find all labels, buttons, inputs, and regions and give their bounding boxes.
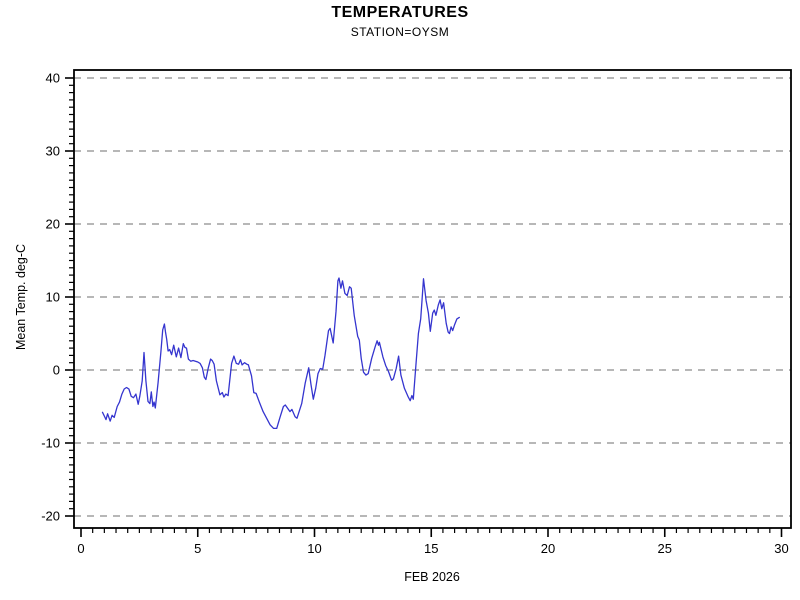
x-tick-label: 5 xyxy=(194,541,201,556)
x-tick-label: 10 xyxy=(307,541,321,556)
y-tick-label: 40 xyxy=(46,71,60,86)
y-tick-label: 10 xyxy=(46,290,60,305)
temperature-series-line xyxy=(101,277,460,430)
y-tick-label: -10 xyxy=(41,436,60,451)
y-tick-label: 20 xyxy=(46,217,60,232)
y-tick-label: -20 xyxy=(41,509,60,524)
plot-frame xyxy=(73,69,792,529)
x-tick-label: 15 xyxy=(424,541,438,556)
chart-title: TEMPERATURES xyxy=(331,4,469,21)
x-tick-label: 20 xyxy=(541,541,555,556)
x-tick-label: 30 xyxy=(774,541,788,556)
chart-subtitle: STATION=OYSM xyxy=(350,25,450,39)
x-tick-label: 0 xyxy=(77,541,84,556)
x-axis-label: FEB 2026 xyxy=(404,570,460,584)
y-tick-label: 0 xyxy=(53,363,60,378)
y-tick-label: 30 xyxy=(46,144,60,159)
x-tick-label: 25 xyxy=(658,541,672,556)
